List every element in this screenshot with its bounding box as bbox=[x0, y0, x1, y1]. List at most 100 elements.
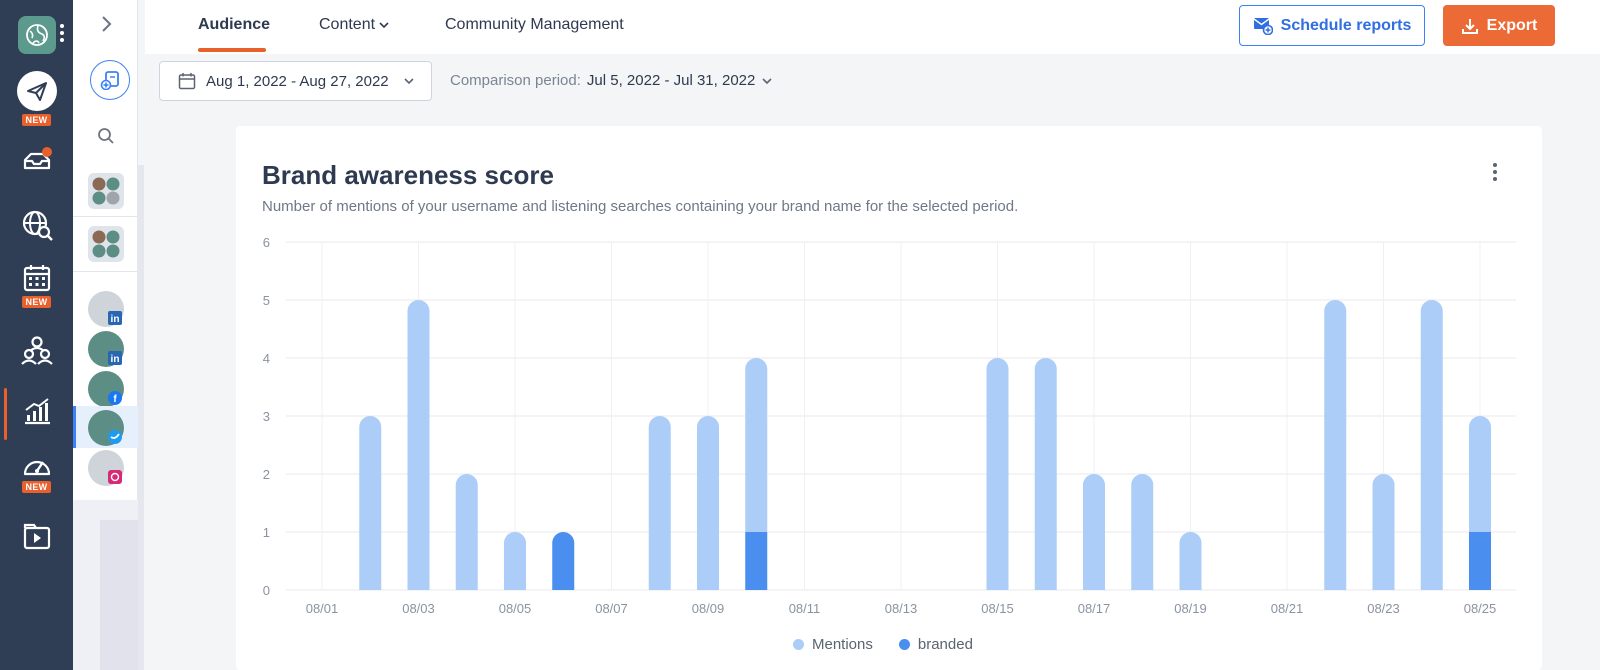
chevron-down-icon bbox=[762, 77, 772, 84]
x-tick-label: 08/09 bbox=[692, 601, 725, 616]
x-tick-label: 08/01 bbox=[306, 601, 339, 616]
x-tick-label: 08/19 bbox=[1174, 601, 1207, 616]
add-report-icon bbox=[100, 71, 119, 90]
account-linkedin-person-avatar[interactable]: in bbox=[88, 291, 124, 327]
inbox-icon bbox=[23, 147, 52, 170]
add-report-button[interactable] bbox=[90, 60, 130, 100]
card-options-icon[interactable] bbox=[1491, 163, 1499, 183]
bar-mentions bbox=[1469, 416, 1491, 532]
y-tick-label: 4 bbox=[263, 351, 270, 366]
chevron-down-icon bbox=[404, 78, 414, 85]
nav-analytics[interactable] bbox=[0, 396, 73, 426]
x-tick-label: 08/13 bbox=[885, 601, 918, 616]
y-tick-label: 6 bbox=[263, 235, 270, 250]
legend-item-mentions[interactable]: Mentions bbox=[793, 636, 873, 653]
divider bbox=[73, 216, 138, 217]
bar-mentions bbox=[1420, 300, 1443, 590]
nav-media[interactable] bbox=[0, 522, 73, 550]
date-range-picker[interactable]: Aug 1, 2022 - Aug 27, 2022 bbox=[159, 61, 432, 101]
nav-inbox[interactable] bbox=[0, 146, 73, 174]
expand-chevron-icon[interactable] bbox=[96, 14, 116, 34]
schedule-reports-label: Schedule reports bbox=[1280, 16, 1412, 34]
bar-mentions bbox=[407, 300, 430, 590]
comparison-period-selector[interactable]: Comparison period: Jul 5, 2022 - Jul 31,… bbox=[450, 72, 773, 89]
legend-swatch-mentions bbox=[793, 639, 804, 650]
bar-mentions bbox=[648, 416, 671, 590]
app-menu-dots-icon[interactable] bbox=[60, 24, 64, 44]
svg-text:in: in bbox=[111, 354, 120, 365]
bar-mentions bbox=[1034, 358, 1057, 590]
account-twitter-avatar[interactable] bbox=[88, 410, 124, 446]
divider bbox=[73, 271, 138, 272]
nav-publish[interactable]: NEW bbox=[0, 71, 73, 126]
tab-community-management[interactable]: Community Management bbox=[445, 16, 624, 33]
svg-text:in: in bbox=[111, 314, 120, 325]
team-icon bbox=[20, 336, 53, 365]
account-group-1-avatar[interactable] bbox=[88, 173, 124, 209]
bar-mentions bbox=[504, 532, 526, 590]
x-tick-label: 08/05 bbox=[499, 601, 532, 616]
bar-branded bbox=[1469, 532, 1491, 590]
new-badge: NEW bbox=[21, 481, 52, 493]
card-subtitle: Number of mentions of your username and … bbox=[262, 198, 1019, 215]
y-tick-label: 2 bbox=[263, 467, 270, 482]
x-tick-label: 08/11 bbox=[789, 601, 821, 616]
comparison-period-label: Comparison period: bbox=[450, 72, 581, 89]
globe-logo-icon bbox=[26, 24, 48, 46]
account-group-2-avatar[interactable] bbox=[88, 226, 124, 262]
main-nav: NEW NEW bbox=[0, 0, 73, 670]
x-tick-label: 08/07 bbox=[595, 601, 628, 616]
tab-content[interactable]: Content bbox=[319, 16, 389, 34]
calendar-icon bbox=[23, 265, 50, 292]
media-library-icon bbox=[23, 523, 50, 550]
x-tick-label: 08/17 bbox=[1078, 601, 1111, 616]
instagram-badge-icon bbox=[108, 470, 122, 484]
calendar-icon bbox=[178, 73, 196, 90]
tab-audience[interactable]: Audience bbox=[198, 16, 271, 33]
account-instagram-avatar[interactable] bbox=[88, 450, 124, 486]
search-icon[interactable] bbox=[97, 127, 115, 145]
bar-mentions bbox=[745, 358, 768, 532]
app-logo[interactable] bbox=[18, 16, 56, 54]
analytics-chart-icon bbox=[24, 398, 50, 425]
bar-mentions bbox=[455, 474, 478, 590]
y-tick-label: 1 bbox=[263, 525, 270, 540]
accounts-scrollbar[interactable] bbox=[138, 165, 144, 670]
nav-dashboard[interactable]: NEW bbox=[0, 452, 73, 493]
facebook-badge-icon: f bbox=[108, 391, 122, 405]
account-facebook-avatar[interactable]: f bbox=[88, 371, 124, 407]
y-tick-label: 0 bbox=[263, 583, 270, 598]
active-tab-underline bbox=[198, 48, 266, 52]
date-range-value: Aug 1, 2022 - Aug 27, 2022 bbox=[206, 72, 389, 90]
schedule-reports-button[interactable]: Schedule reports bbox=[1239, 5, 1425, 46]
export-label: Export bbox=[1486, 16, 1538, 34]
y-tick-label: 5 bbox=[263, 293, 270, 308]
nav-calendar[interactable]: NEW bbox=[0, 263, 73, 308]
speedometer-icon bbox=[23, 460, 50, 476]
bar-mentions bbox=[1324, 300, 1347, 590]
bar-mentions bbox=[1179, 532, 1202, 590]
paper-plane-icon bbox=[16, 71, 57, 111]
linkedin-badge-icon: in bbox=[108, 311, 122, 325]
account-linkedin-brand-avatar[interactable]: in bbox=[88, 331, 124, 367]
nav-listening[interactable] bbox=[0, 208, 73, 242]
nav-team[interactable] bbox=[0, 335, 73, 365]
new-badge: NEW bbox=[21, 114, 52, 126]
x-tick-label: 08/23 bbox=[1367, 601, 1400, 616]
download-icon bbox=[1461, 18, 1478, 34]
x-tick-label: 08/03 bbox=[402, 601, 435, 616]
nav-active-indicator bbox=[4, 388, 7, 440]
bar-mentions bbox=[1131, 474, 1154, 590]
account-group-icon bbox=[92, 177, 120, 205]
export-button[interactable]: Export bbox=[1443, 5, 1555, 46]
legend-item-branded[interactable]: branded bbox=[898, 636, 973, 653]
chevron-down-icon bbox=[379, 22, 389, 29]
bar-mentions bbox=[986, 358, 1009, 590]
chart-legend: Mentions branded bbox=[793, 636, 973, 653]
accounts-scroll-area bbox=[100, 520, 138, 670]
accounts-panel: in in f bbox=[73, 0, 138, 670]
new-badge: NEW bbox=[21, 296, 52, 308]
legend-swatch-branded bbox=[898, 639, 910, 650]
bar-mentions bbox=[359, 416, 382, 590]
account-group-icon bbox=[92, 230, 120, 258]
